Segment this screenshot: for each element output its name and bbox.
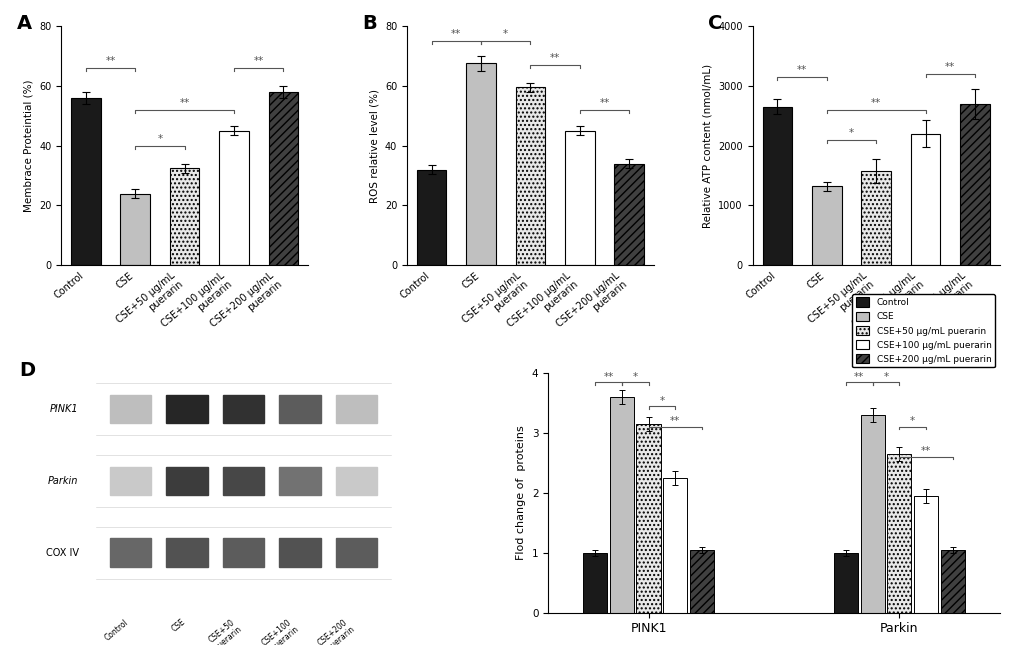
Text: A: A xyxy=(16,14,32,33)
Text: *: * xyxy=(848,128,853,138)
Legend: Control, CSE, CSE+50 μg/mL puerarin, CSE+100 μg/mL puerarin, CSE+200 μg/mL puera: Control, CSE, CSE+50 μg/mL puerarin, CSE… xyxy=(852,294,995,368)
Y-axis label: Membrace Proteintial (%): Membrace Proteintial (%) xyxy=(23,79,34,212)
Bar xyxy=(860,415,883,613)
Bar xyxy=(71,97,101,265)
Bar xyxy=(613,164,643,265)
Text: **: ** xyxy=(549,53,559,63)
Bar xyxy=(940,550,964,613)
Bar xyxy=(222,539,264,567)
Text: CSE+50
μg/mL puerarin: CSE+50 μg/mL puerarin xyxy=(185,617,244,645)
Text: PINK1: PINK1 xyxy=(50,404,78,414)
Bar xyxy=(279,395,320,424)
Text: **: ** xyxy=(602,372,612,382)
Text: **: ** xyxy=(669,417,680,426)
Bar xyxy=(166,539,208,567)
Text: **: ** xyxy=(920,446,930,457)
Text: **: ** xyxy=(179,98,190,108)
Bar xyxy=(515,87,545,265)
Bar xyxy=(120,194,150,265)
Bar xyxy=(913,496,937,613)
Bar xyxy=(166,395,208,424)
Bar xyxy=(335,539,377,567)
Text: **: ** xyxy=(450,29,461,39)
Bar xyxy=(466,63,495,265)
Text: CSE+100
μg/mL puerarin: CSE+100 μg/mL puerarin xyxy=(242,617,300,645)
Bar xyxy=(279,466,320,495)
Bar xyxy=(222,466,264,495)
Text: C: C xyxy=(707,14,721,33)
Text: **: ** xyxy=(599,98,609,108)
Bar xyxy=(170,168,200,265)
Bar xyxy=(335,395,377,424)
Bar xyxy=(279,539,320,567)
Text: **: ** xyxy=(796,65,806,75)
Text: CSE: CSE xyxy=(170,617,186,634)
Text: Parkin: Parkin xyxy=(48,476,78,486)
Bar xyxy=(335,466,377,495)
Bar xyxy=(887,454,910,613)
Bar xyxy=(565,131,594,265)
Text: **: ** xyxy=(105,56,115,66)
Text: *: * xyxy=(658,395,663,406)
Bar xyxy=(636,424,660,613)
Bar xyxy=(910,134,940,265)
Text: *: * xyxy=(502,29,507,39)
Bar xyxy=(219,131,249,265)
Bar xyxy=(833,553,857,613)
Bar xyxy=(110,539,152,567)
Bar xyxy=(689,550,713,613)
Text: **: ** xyxy=(945,62,955,72)
Bar xyxy=(662,478,687,613)
Text: CSE+200
μg/mL puerarin: CSE+200 μg/mL puerarin xyxy=(299,617,356,645)
Bar xyxy=(110,466,152,495)
Bar xyxy=(583,553,606,613)
Y-axis label: Relative ATP content (nmol/mL): Relative ATP content (nmol/mL) xyxy=(702,63,712,228)
Bar xyxy=(222,395,264,424)
Y-axis label: Flod change of  proteins: Flod change of proteins xyxy=(516,426,526,561)
Bar xyxy=(609,397,633,613)
Text: D: D xyxy=(19,361,36,380)
Text: *: * xyxy=(882,372,888,382)
Text: COX IV: COX IV xyxy=(46,548,78,558)
Bar xyxy=(166,466,208,495)
Bar xyxy=(959,104,988,265)
Text: *: * xyxy=(157,134,162,144)
Bar xyxy=(110,395,152,424)
Bar xyxy=(762,106,792,265)
Bar xyxy=(268,92,298,265)
Text: B: B xyxy=(362,14,377,33)
Y-axis label: ROS relative level (%): ROS relative level (%) xyxy=(369,88,379,203)
Bar xyxy=(860,172,890,265)
Text: **: ** xyxy=(853,372,863,382)
Bar xyxy=(417,170,446,265)
Text: **: ** xyxy=(870,98,880,108)
Text: *: * xyxy=(909,417,914,426)
Bar xyxy=(811,186,841,265)
Text: *: * xyxy=(632,372,637,382)
Text: **: ** xyxy=(254,56,264,66)
Text: Control: Control xyxy=(103,617,130,642)
